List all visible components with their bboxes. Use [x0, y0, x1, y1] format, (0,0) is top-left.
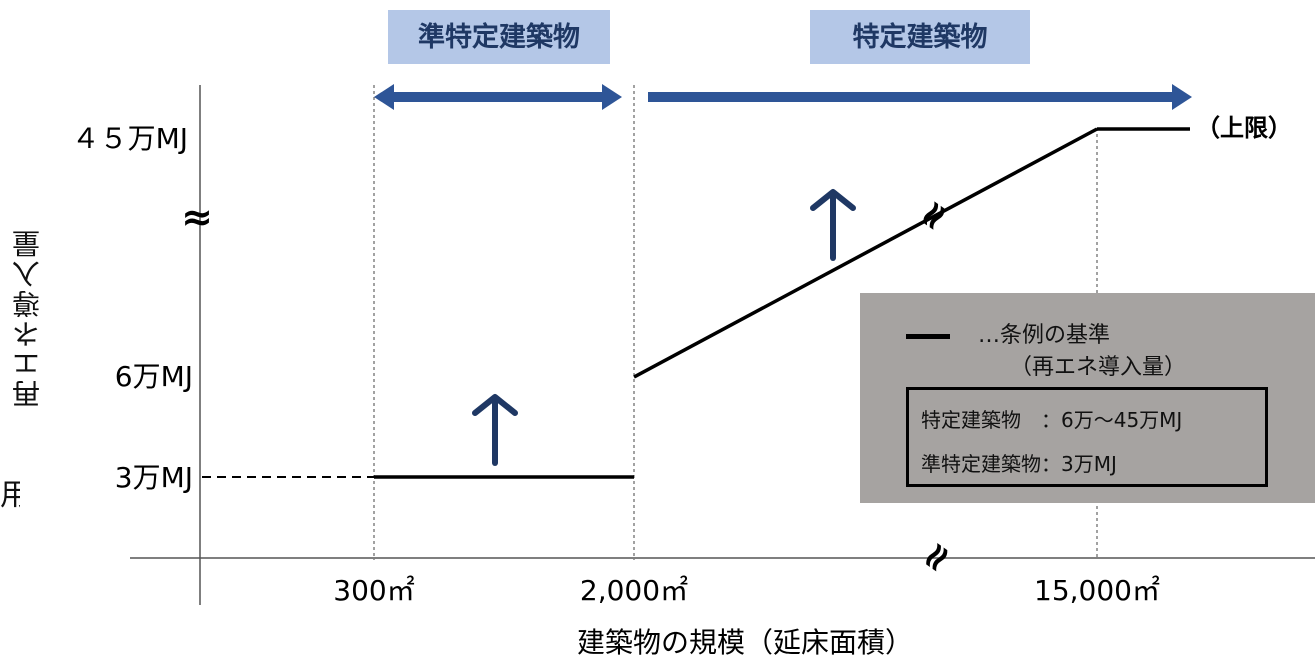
- legend-line-sublabel: （再エネ導入量）: [1010, 355, 1187, 380]
- x-axis-break-symbol: ≈: [909, 531, 963, 582]
- category-box-tokutei: [810, 10, 1030, 64]
- y-tick-3man: 3万MJ: [115, 461, 193, 494]
- y-tick-45man: ４５万MJ: [72, 122, 188, 155]
- legend-row-tokutei: 特定建築物 ：6万～45万MJ: [921, 408, 1183, 432]
- cut-off-text: 用: [0, 478, 20, 513]
- category-box-junkoku: [388, 10, 610, 64]
- x-axis-label: 建築物の規模（延床面積）: [577, 626, 913, 659]
- legend-line-label: …条例の基準: [978, 323, 1111, 348]
- cap-label: （上限）: [1196, 114, 1292, 142]
- legend-line-swatch: [906, 334, 950, 339]
- y-axis-label: 再エネ導入量: [11, 228, 44, 408]
- series-line-tokutei: [633, 127, 1098, 379]
- x-tick-2000: 2,000㎡: [580, 574, 688, 607]
- range-arrow-tokutei: [648, 84, 1192, 110]
- up-arrow-left: [472, 394, 518, 466]
- legend-row-junkoku: 準特定建築物：3万MJ: [921, 452, 1117, 476]
- x-tick-300: 300㎡: [333, 574, 414, 607]
- x-tick-15000: 15,000㎡: [1034, 574, 1160, 607]
- y-tick-6man: 6万MJ: [115, 360, 193, 393]
- up-arrow-right: [810, 189, 856, 261]
- range-arrow-junkoku: [374, 84, 622, 110]
- line-break-symbol: ≈: [906, 189, 960, 240]
- legend-criteria-box: 特定建築物 ：6万～45万MJ 準特定建築物：3万MJ: [906, 387, 1268, 487]
- legend-box: …条例の基準 （再エネ導入量） 特定建築物 ：6万～45万MJ 準特定建築物：3…: [860, 293, 1315, 503]
- category-label-tokutei: 特定建築物: [853, 21, 988, 53]
- category-label-junkoku: 準特定建築物: [418, 21, 580, 53]
- y-axis-break-symbol: ≈: [181, 195, 213, 239]
